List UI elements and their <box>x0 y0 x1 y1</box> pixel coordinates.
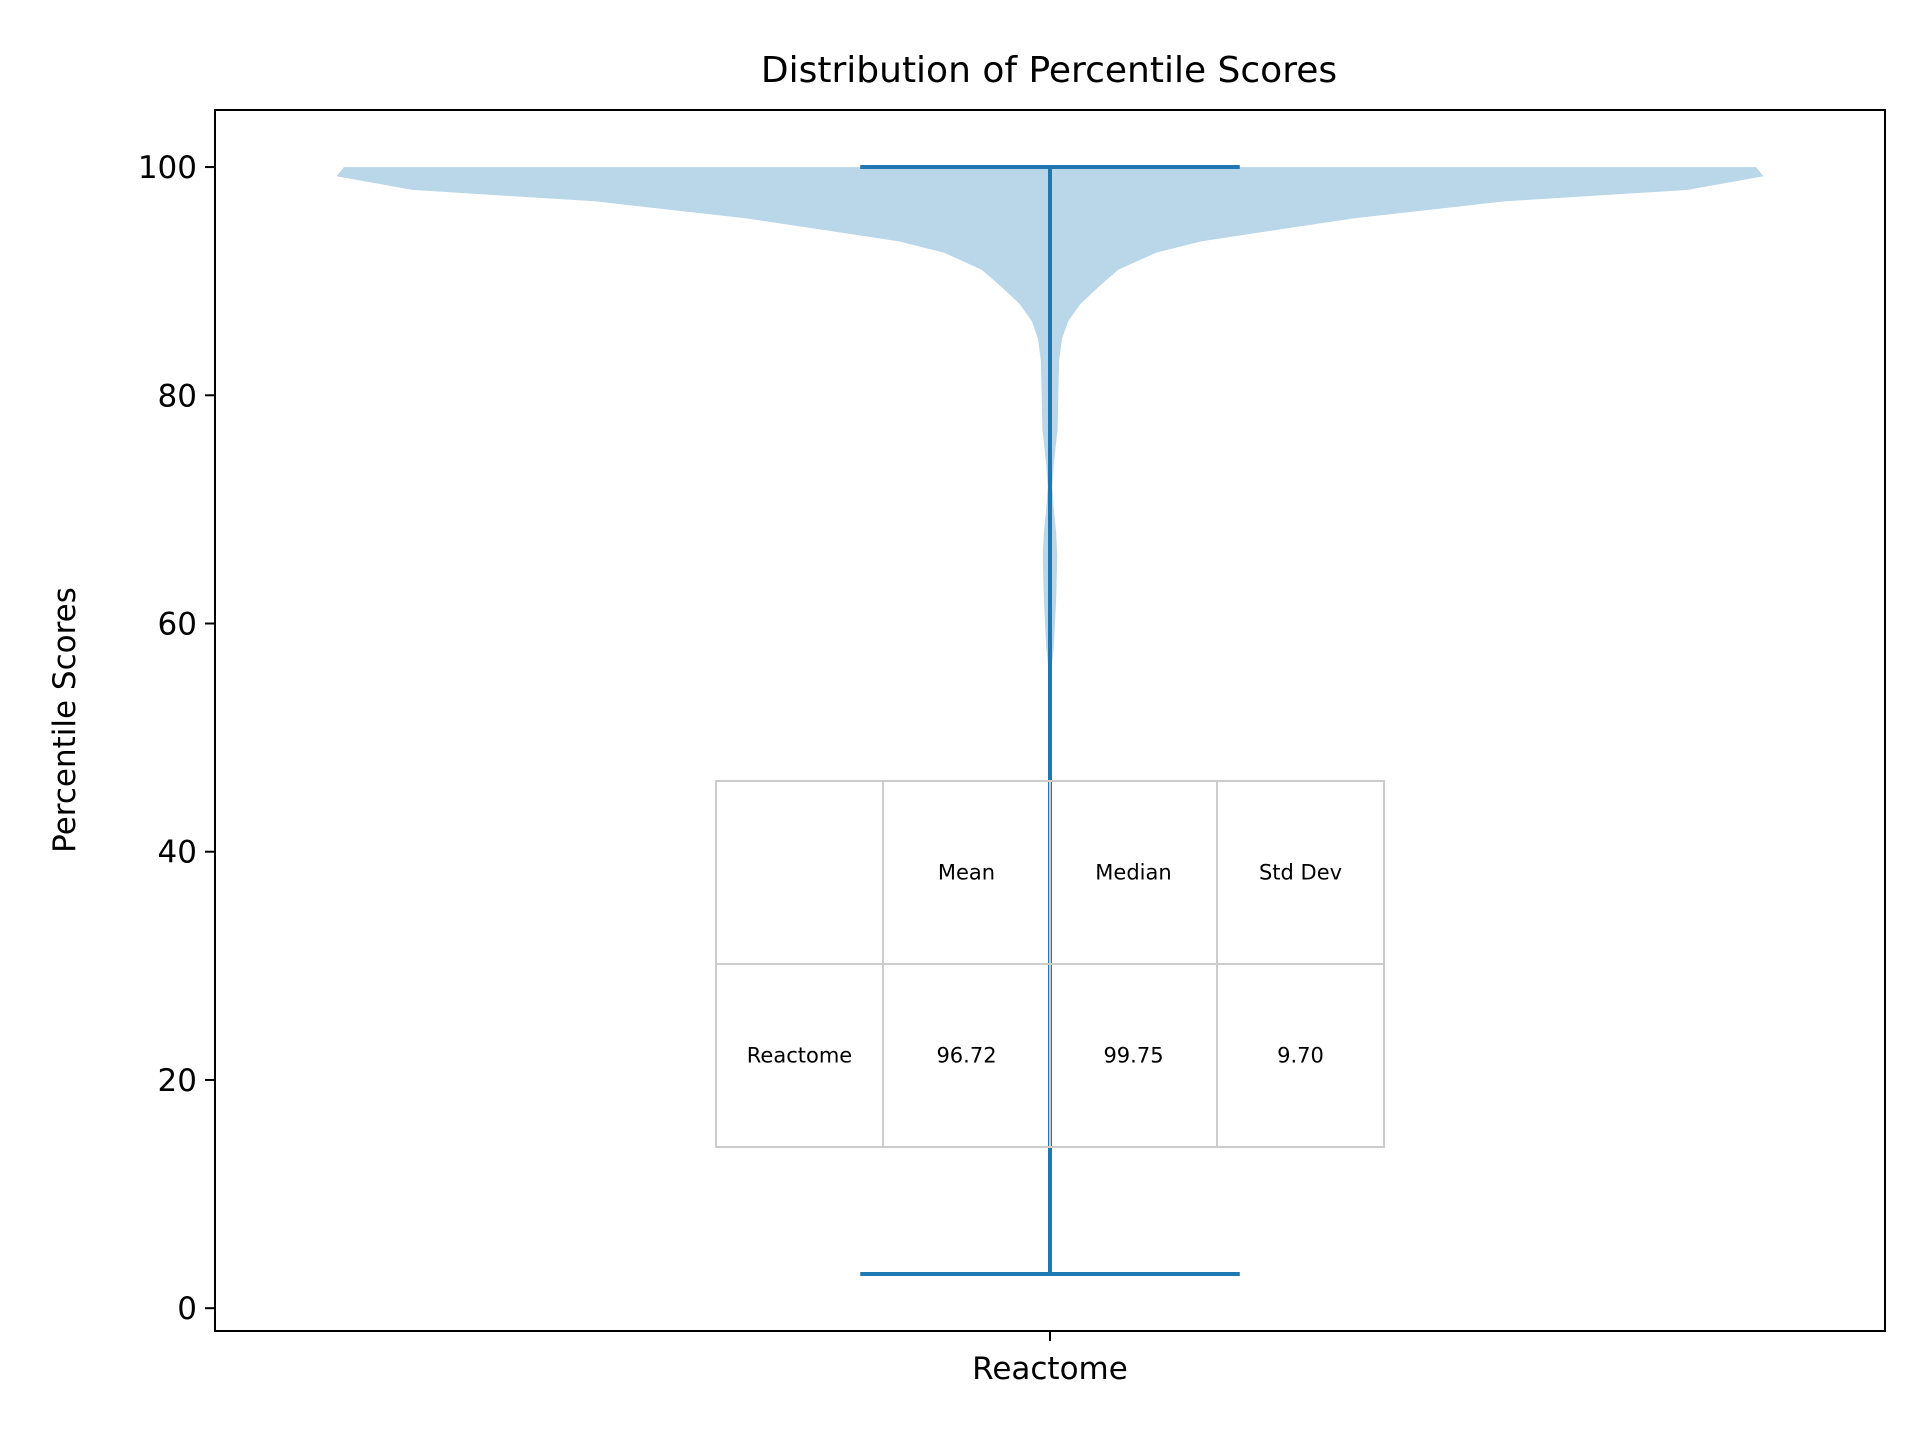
y-axis-label: Percentile Scores <box>47 587 83 853</box>
y-tick-label: 60 <box>158 607 197 643</box>
y-tick-label: 0 <box>177 1291 197 1327</box>
table-cell <box>1216 963 1385 1148</box>
y-tick-label: 100 <box>138 150 197 186</box>
table-header-text: Median <box>1095 861 1171 885</box>
table-header-text: Std Dev <box>1259 861 1342 885</box>
table-cell-text: 99.75 <box>1103 1044 1163 1068</box>
y-tick-label: 20 <box>158 1063 197 1099</box>
table-cell-text: 96.72 <box>936 1044 996 1068</box>
y-tick-label: 80 <box>158 378 197 414</box>
table-header-cell <box>715 780 884 965</box>
table-cell-text: Reactome <box>747 1044 852 1068</box>
table-header-text: Mean <box>938 861 995 885</box>
table-cell-text: 9.70 <box>1277 1044 1324 1068</box>
x-tick-label: Reactome <box>972 1351 1128 1387</box>
y-tick-label: 40 <box>158 835 197 871</box>
stats-table: Mean Median Std Dev Reactome 96.72 99.75 9.70 <box>715 780 1385 1148</box>
axes: 0 20 40 60 80 100 Reactome <box>138 109 1886 1387</box>
chart-title: Distribution of Percentile Scores <box>761 50 1337 91</box>
